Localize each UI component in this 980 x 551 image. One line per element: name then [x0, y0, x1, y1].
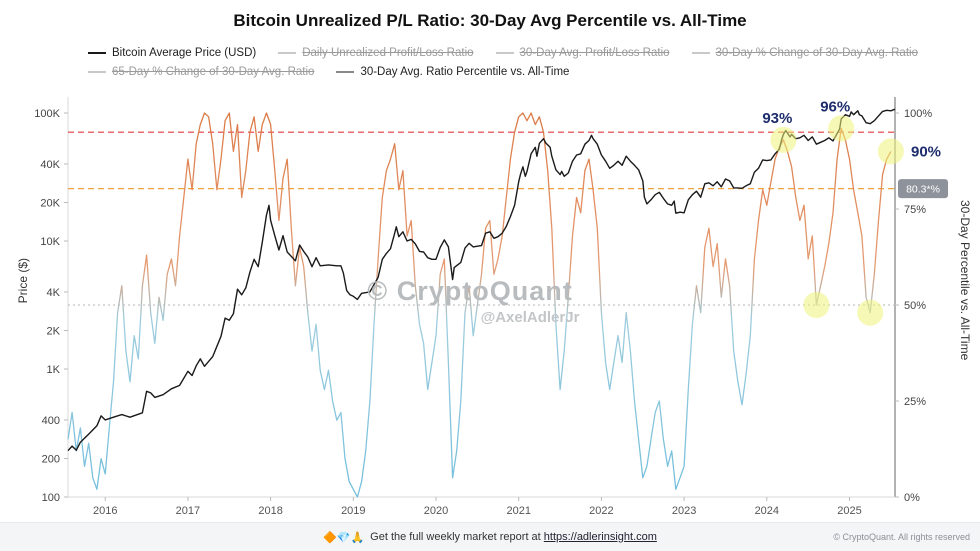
highlight-circle [877, 138, 904, 165]
legend-item[interactable]: 65-Day % Change of 30-Day Avg. Ratio [88, 66, 314, 78]
svg-text:40K: 40K [40, 159, 60, 171]
right-axis-title: 30-Day Percentile vs. All-Time [958, 200, 972, 361]
highlight-circle [857, 299, 884, 326]
footer-text: Get the full weekly market report at [370, 531, 541, 543]
left-axis-title: Price ($) [16, 258, 30, 304]
legend-swatch-icon [336, 71, 355, 73]
svg-text:200: 200 [42, 453, 60, 465]
legend-label: Daily Unrealized Profit/Loss Ratio [302, 47, 474, 59]
legend-item[interactable]: 30-Day % Change of 30-Day Avg. Ratio [691, 47, 918, 59]
svg-text:2020: 2020 [424, 505, 448, 517]
footer: 🔶💎🙏 Get the full weekly market report at… [0, 522, 980, 551]
legend-item[interactable]: 30-Day Avg. Profit/Loss Ratio [495, 47, 670, 59]
report-link[interactable]: https://adlerinsight.com [543, 531, 657, 543]
annotation-label: 93% [762, 110, 792, 127]
svg-text:2K: 2K [47, 325, 61, 337]
svg-text:100: 100 [42, 492, 60, 504]
highlight-circle [828, 115, 855, 142]
svg-text:400: 400 [42, 415, 60, 427]
svg-text:25%: 25% [904, 396, 926, 408]
chart-canvas: 100K 40K 20K 10K 4K 2K 1K 400 200 100 100% 75% 50% 25… [34, 97, 948, 517]
legend-label: 30-Day % Change of 30-Day Avg. Ratio [715, 47, 918, 59]
legend-swatch-icon [495, 52, 514, 54]
svg-text:2016: 2016 [93, 505, 117, 517]
svg-text:100K: 100K [34, 108, 60, 120]
svg-text:2019: 2019 [341, 505, 365, 517]
legend-label: 30-Day Avg. Profit/Loss Ratio [519, 47, 670, 59]
svg-text:1K: 1K [47, 364, 61, 376]
legend-swatch-icon [88, 71, 106, 73]
legend: Bitcoin Average Price (USD) Daily Unreali… [88, 47, 960, 78]
legend-label: 30-Day Avg. Ratio Percentile vs. All-Tim… [360, 66, 570, 78]
svg-text:100%: 100% [904, 108, 932, 120]
legend-label: Bitcoin Average Price (USD) [112, 47, 257, 59]
footer-emoji-icons: 🔶💎🙏 [323, 531, 365, 544]
annotation-label: 96% [820, 98, 850, 115]
page-title: Bitcoin Unrealized P/L Ratio: 30-Day Avg… [233, 11, 747, 30]
svg-text:2025: 2025 [837, 505, 861, 517]
legend-item[interactable]: 30-Day Avg. Ratio Percentile vs. All-Tim… [336, 66, 569, 78]
highlight-circle [803, 292, 830, 318]
svg-text:2021: 2021 [506, 505, 530, 517]
legend-swatch-icon [88, 52, 106, 54]
svg-text:80.3*%: 80.3*% [906, 184, 940, 196]
svg-text:2022: 2022 [589, 505, 613, 517]
svg-text:20K: 20K [40, 197, 60, 209]
legend-item[interactable]: Daily Unrealized Profit/Loss Ratio [278, 47, 474, 59]
copyright-text: © CryptoQuant. All rights reserved [833, 532, 970, 542]
svg-text:2024: 2024 [755, 505, 779, 517]
svg-text:0%: 0% [904, 492, 920, 504]
legend-label: 65-Day % Change of 30-Day Avg. Ratio [112, 66, 315, 78]
annotation-label: 90% [911, 143, 941, 160]
legend-swatch-icon [278, 52, 297, 54]
svg-text:4K: 4K [47, 287, 61, 299]
svg-text:2017: 2017 [176, 505, 200, 517]
chart-canvas-container: 100K 40K 20K 10K 4K 2K 1K 400 200 100 100% 75% 50% 25… [34, 97, 948, 517]
legend-swatch-icon [691, 52, 710, 54]
highlight-circle [770, 126, 797, 153]
price-line [67, 108, 896, 452]
svg-text:50%: 50% [904, 300, 926, 312]
legend-item[interactable]: Bitcoin Average Price (USD) [88, 47, 256, 59]
svg-text:10K: 10K [40, 236, 60, 248]
percentile-line [67, 112, 892, 498]
svg-text:2023: 2023 [672, 505, 696, 517]
svg-text:2018: 2018 [258, 505, 282, 517]
svg-text:75%: 75% [904, 204, 926, 216]
